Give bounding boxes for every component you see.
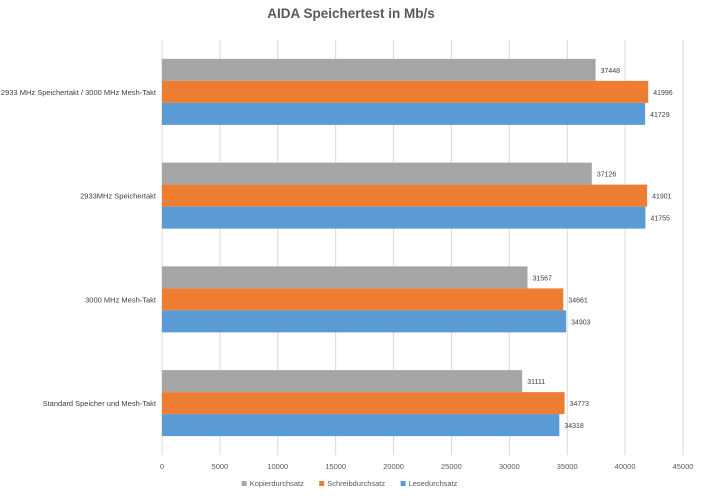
legend-label: Kopierdurchsatz xyxy=(250,479,304,488)
category-label: 2933MHz Speichertakt xyxy=(80,192,157,201)
bar-schreibdurchsatz xyxy=(162,288,564,311)
bar-schreibdurchsatz xyxy=(162,392,565,415)
bar-kopierdurchsatz xyxy=(162,370,523,393)
category-label: 3000 MHz Mesh-Takt xyxy=(85,295,157,304)
data-label: 41729 xyxy=(650,112,670,119)
x-tick-label: 25000 xyxy=(441,462,462,471)
bar-schreibdurchsatz xyxy=(162,80,649,103)
x-tick-label: 20000 xyxy=(383,462,404,471)
legend-swatch xyxy=(400,481,406,486)
category-label: Standard Speicher und Mesh-Takt xyxy=(43,399,157,408)
x-tick-label: 10000 xyxy=(267,462,288,471)
legend-swatch xyxy=(319,481,325,486)
bar-kopierdurchsatz xyxy=(162,58,596,81)
category-label: 2933 MHz Speichertakt / 3000 MHz Mesh-Ta… xyxy=(1,88,157,97)
x-tick-label: 40000 xyxy=(615,462,636,471)
bar-kopierdurchsatz xyxy=(162,266,528,289)
data-label: 37448 xyxy=(601,68,621,75)
data-label: 34903 xyxy=(571,319,591,326)
x-tick-label: 30000 xyxy=(499,462,520,471)
bar-lesedurchsatz xyxy=(162,414,560,437)
data-label: 34661 xyxy=(568,297,588,304)
legend-label: Schreibdurchsatz xyxy=(327,479,385,488)
data-label: 41755 xyxy=(650,216,670,223)
x-tick-label: 0 xyxy=(160,462,164,471)
x-tick-label: 15000 xyxy=(325,462,346,471)
data-label: 31567 xyxy=(532,275,552,282)
bar-schreibdurchsatz xyxy=(162,184,648,207)
data-label: 41996 xyxy=(653,90,673,97)
x-tick-label: 45000 xyxy=(673,462,694,471)
chart-title: AIDA Speichertest in Mb/s xyxy=(267,6,435,21)
bar-kopierdurchsatz xyxy=(162,162,592,185)
bar-lesedurchsatz xyxy=(162,310,567,333)
bar-lesedurchsatz xyxy=(162,102,646,125)
data-label: 34318 xyxy=(564,423,584,430)
bar-lesedurchsatz xyxy=(162,206,646,229)
legend-label: Lesedurchsatz xyxy=(409,479,458,488)
x-tick-label: 35000 xyxy=(557,462,578,471)
data-label: 34773 xyxy=(570,401,590,408)
data-label: 37126 xyxy=(597,172,617,179)
x-tick-label: 5000 xyxy=(212,462,229,471)
data-label: 31111 xyxy=(527,379,545,386)
data-label: 41901 xyxy=(652,194,672,201)
legend-swatch xyxy=(241,481,247,486)
